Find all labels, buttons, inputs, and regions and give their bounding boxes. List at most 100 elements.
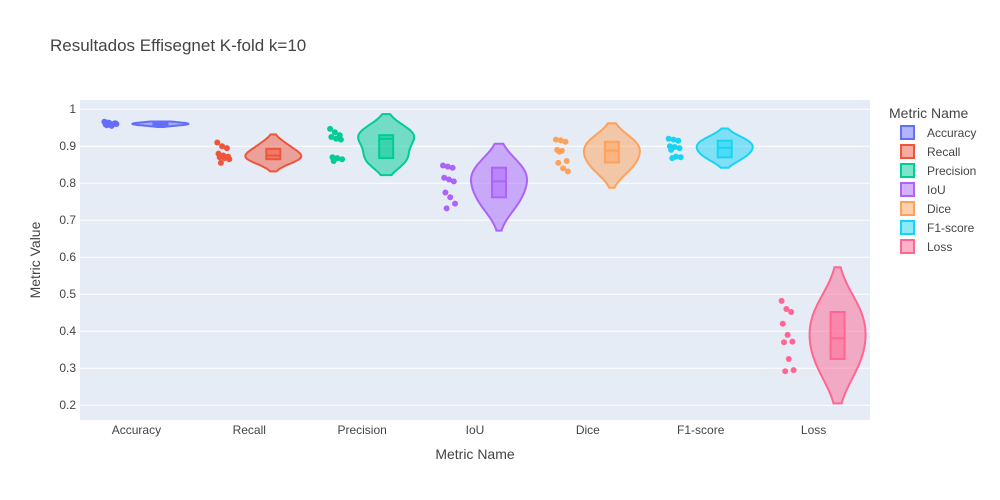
legend-item[interactable]: Accuracy [900,125,976,140]
violin-group [327,113,416,177]
data-point [446,176,452,183]
data-point [443,205,450,212]
legend-label: IoU [927,183,946,197]
legend-swatch [900,163,915,178]
violin-box [829,310,846,360]
legend: Accuracy Recall Precision IoU Dice F1-score Lo… [900,125,976,254]
legend-item[interactable]: Loss [900,239,952,254]
data-point [442,189,449,196]
legend-label: Recall [927,145,960,159]
legend-swatch [900,239,915,254]
data-point [219,143,226,150]
x-axis-title: Metric Name [435,446,515,462]
violin-group [214,133,303,173]
legend-label: F1-score [927,221,975,235]
data-point [226,156,233,163]
violin-group [440,142,528,232]
legend-swatch [900,182,915,197]
data-point [779,320,786,327]
violin-marks [101,113,867,405]
legend-label: Precision [927,164,976,178]
data-point [328,134,335,140]
legend-label: Accuracy [927,126,976,140]
violin-box [491,166,507,199]
x-tick-label: F1-score [677,423,725,437]
legend-item[interactable]: F1-score [900,220,975,235]
data-point [214,139,221,146]
data-point [450,178,457,185]
legend-title: Metric Name [889,105,969,121]
data-point [675,137,682,144]
data-point [447,194,454,201]
data-point [669,155,676,162]
violin-group [665,127,754,169]
data-point [560,165,567,172]
data-point [330,158,337,164]
data-point [563,158,570,164]
data-point [789,338,796,345]
chart-title: Resultados Effisegnet K-fold k=10 [50,36,306,55]
x-tick-label: Accuracy [112,423,161,437]
data-point [670,136,677,143]
y-tick-label: 0.7 [59,213,76,227]
data-point [216,154,223,161]
data-point [339,156,346,163]
data-point [113,121,120,127]
data-point [785,356,792,362]
violin-box [265,147,282,161]
violin-box [378,134,395,160]
legend-swatch [900,201,915,216]
data-point [327,125,334,132]
data-point [223,145,230,152]
legend-item[interactable]: Recall [900,144,960,159]
data-point [788,309,795,315]
data-point [440,162,446,169]
y-axis-ticks: 0.2 0.3 0.4 0.5 0.6 0.7 0.8 0.9 1 [59,102,76,412]
violin-group [778,266,867,405]
y-tick-label: 0.2 [59,398,76,412]
y-tick-label: 0.6 [59,250,76,264]
y-tick-label: 1 [69,102,76,116]
x-tick-label: Recall [233,423,266,437]
data-point [556,148,563,155]
legend-item[interactable]: Dice [900,201,951,216]
data-point [333,135,340,142]
data-point [676,145,683,152]
violin-group [101,118,190,129]
y-tick-label: 0.8 [59,176,76,190]
data-point [790,367,797,374]
data-point [105,119,111,126]
violin-box [603,140,620,164]
data-point [441,174,448,181]
x-axis-ticks: Accuracy Recall Precision IoU Dice F1-score Lo… [112,423,827,437]
data-point [782,368,789,375]
data-point [783,306,790,312]
data-point [217,159,224,166]
data-point [778,297,785,304]
x-tick-label: IoU [466,423,485,437]
data-point [557,137,564,144]
data-point [336,132,343,139]
x-tick-label: Dice [576,423,600,437]
data-point [221,155,228,162]
data-point [564,168,571,175]
data-point [449,164,456,171]
data-point [677,154,684,161]
y-tick-label: 0.4 [59,324,76,338]
data-point [337,136,344,143]
legend-label: Dice [927,202,951,216]
data-point [668,146,675,153]
x-tick-label: Loss [801,423,826,437]
violin-box [716,139,733,159]
data-point [552,136,559,143]
y-axis-title: Metric Value [27,221,43,298]
legend-item[interactable]: Precision [900,163,976,178]
legend-item[interactable]: IoU [900,182,946,197]
legend-swatch [900,144,915,159]
legend-swatch [900,125,915,140]
data-point [555,159,562,166]
x-tick-label: Precision [337,423,386,437]
y-tick-label: 0.9 [59,139,76,153]
y-tick-label: 0.5 [59,287,76,301]
